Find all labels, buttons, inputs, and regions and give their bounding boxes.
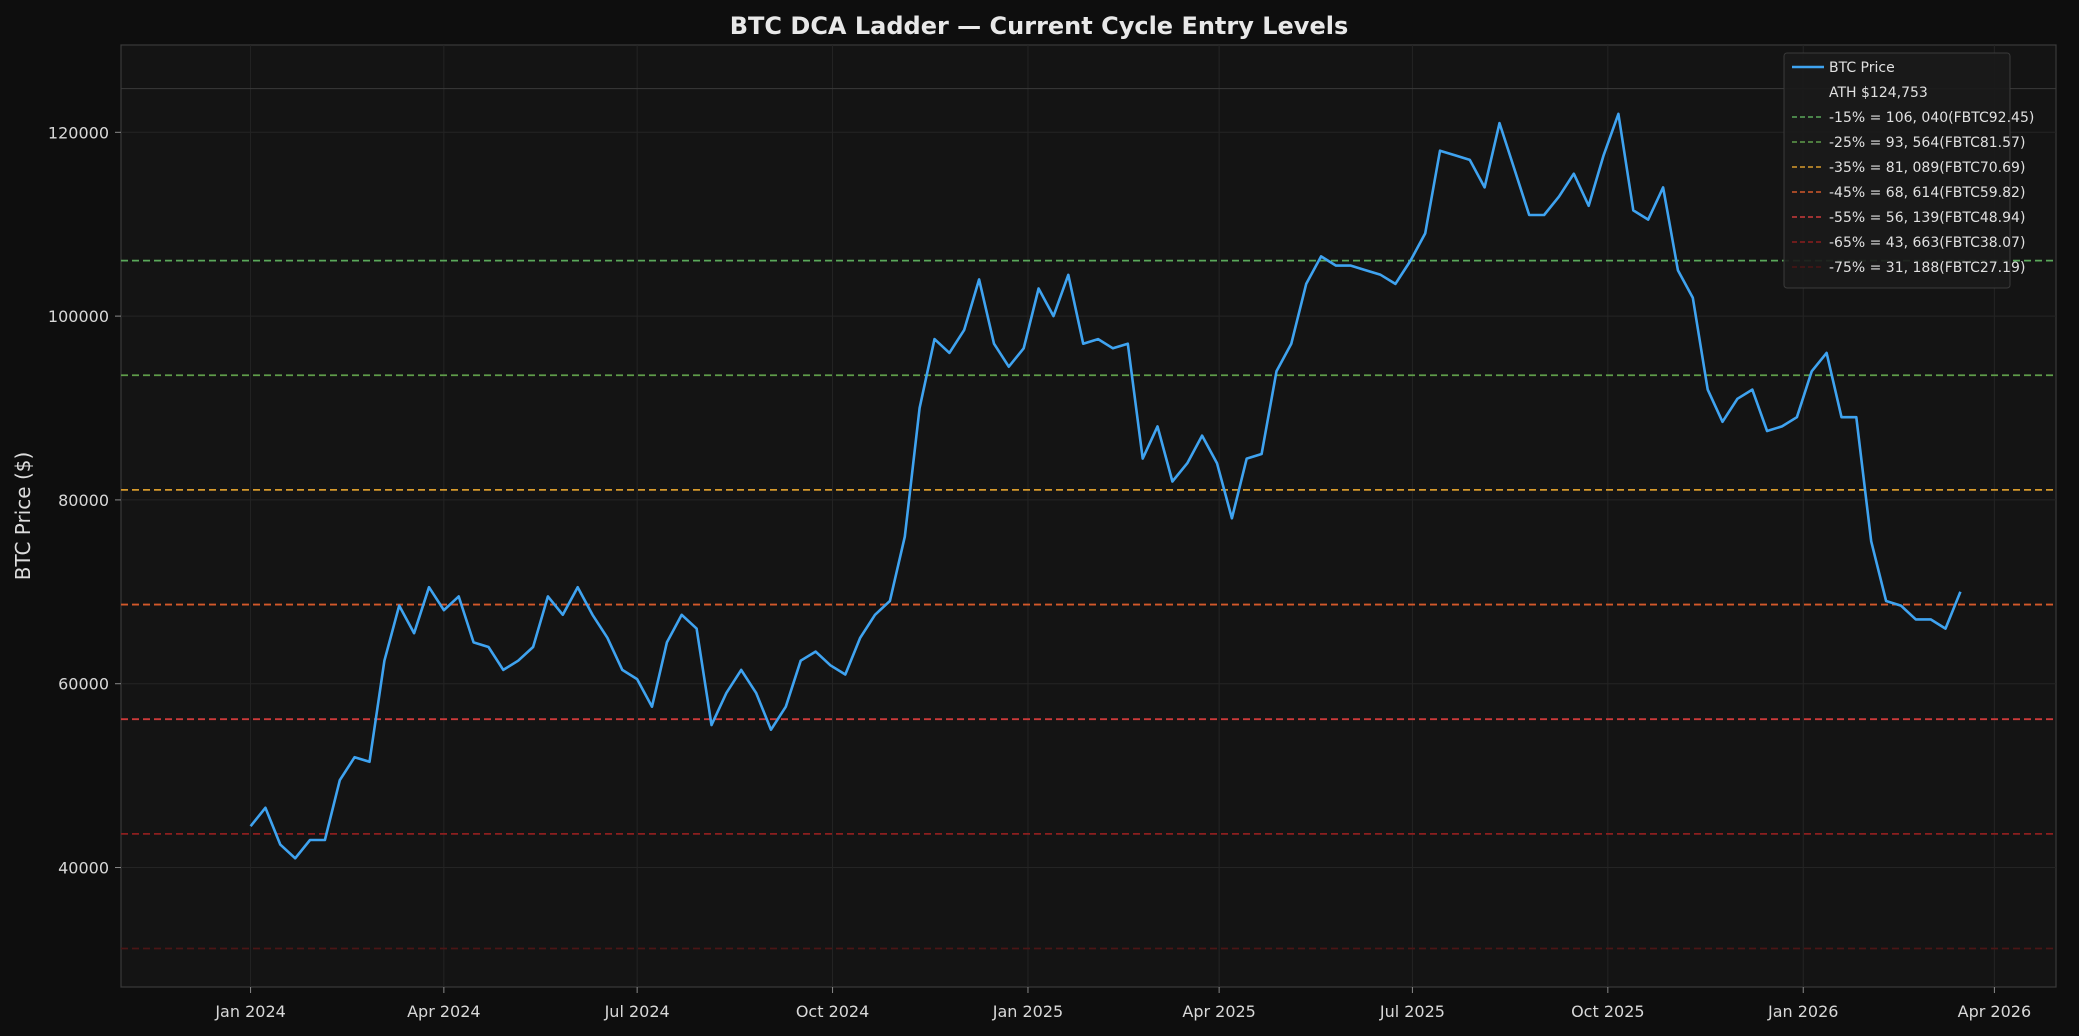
plot-area <box>120 44 2057 988</box>
y-tick-label: 40000 <box>58 859 109 878</box>
x-tick-label: Jul 2024 <box>604 1002 670 1021</box>
legend-label: -45% = 68, 614(FBTC59.82) <box>1829 185 2025 201</box>
legend-label: -15% = 106, 040(FBTC92.45) <box>1829 110 2034 126</box>
series-line-btc-price <box>249 112 1962 860</box>
x-tick-label: Apr 2025 <box>1182 1002 1255 1021</box>
x-tick-label: Apr 2024 <box>407 1002 480 1021</box>
x-tick-label: Jul 2025 <box>1379 1002 1445 1021</box>
y-axis-label: BTC Price ($) <box>11 452 35 581</box>
grid-lines <box>121 45 2056 987</box>
chart-title: BTC DCA Ladder — Current Cycle Entry Lev… <box>730 12 1348 40</box>
legend-label: -55% = 56, 139(FBTC48.94) <box>1829 210 2025 226</box>
y-tick-label: 120000 <box>48 123 109 142</box>
legend-label: -35% = 81, 089(FBTC70.69) <box>1829 160 2025 176</box>
legend-label: -25% = 93, 564(FBTC81.57) <box>1829 135 2025 151</box>
x-tick-label: Jan 2026 <box>1767 1002 1838 1021</box>
x-axis: Jan 2024 Apr 2024 Jul 2024 Oct 2024 Jan 2025… <box>214 987 2031 1021</box>
reference-lines <box>121 88 2056 950</box>
legend-label: ATH $124,753 <box>1829 85 1928 101</box>
legend: BTC Price ATH $124,753 -15% = 106, 040(FBT… <box>1783 52 2034 289</box>
y-axis: 40000 60000 80000 100000 120000 <box>48 123 121 878</box>
x-tick-label: Oct 2024 <box>796 1002 869 1021</box>
legend-box <box>1783 52 2011 289</box>
x-tick-label: Oct 2025 <box>1571 1002 1644 1021</box>
x-tick-label: Jan 2024 <box>214 1002 285 1021</box>
y-tick-label: 80000 <box>58 491 109 510</box>
x-tick-label: Jan 2025 <box>992 1002 1063 1021</box>
series-layer <box>249 112 1962 860</box>
y-tick-label: 60000 <box>58 675 109 694</box>
legend-label: -65% = 43, 663(FBTC38.07) <box>1829 235 2025 251</box>
y-tick-label: 100000 <box>48 307 109 326</box>
legend-label: -75% = 31, 188(FBTC27.19) <box>1829 260 2025 276</box>
legend-label: BTC Price <box>1829 60 1895 76</box>
x-tick-label: Apr 2026 <box>1958 1002 2031 1021</box>
